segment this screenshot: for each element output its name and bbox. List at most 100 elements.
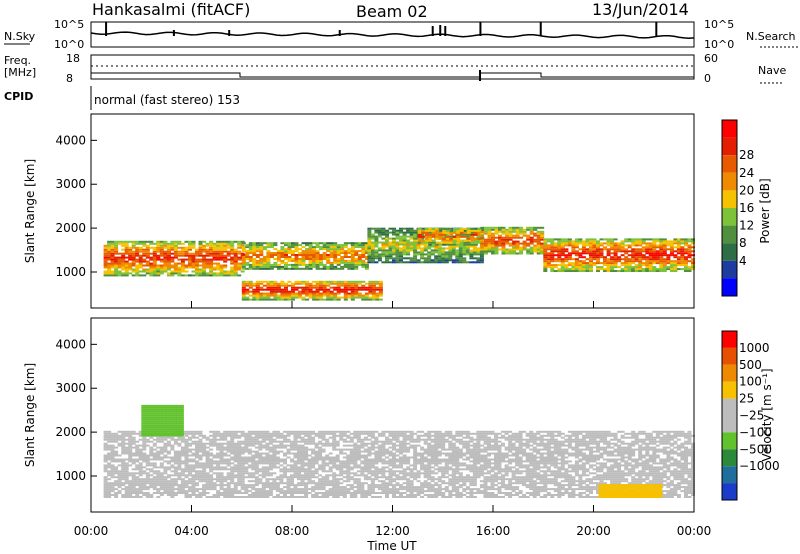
velocity-cell [346, 490, 351, 493]
power-cell [354, 280, 359, 283]
velocity-cell [370, 484, 375, 487]
velocity-cell [399, 442, 403, 445]
velocity-cell [395, 488, 400, 491]
velocity-cell [377, 448, 382, 451]
power-cell [284, 242, 288, 245]
velocity-cell [131, 488, 136, 491]
power-cell [173, 254, 178, 257]
power-cell [333, 286, 338, 289]
power-cell [124, 256, 129, 259]
velocity-cell [381, 492, 386, 494]
power-cell [230, 250, 235, 253]
velocity-cell [138, 466, 143, 469]
power-cell [294, 242, 299, 245]
power-cell [659, 242, 664, 245]
velocity-cell [219, 454, 224, 457]
y-tick-label: 3000 [55, 177, 86, 191]
velocity-cell [304, 430, 309, 433]
velocity-cell [121, 466, 126, 469]
power-cell [409, 259, 414, 262]
velocity-cell [342, 494, 347, 496]
power-cell [536, 230, 541, 233]
power-cell [233, 248, 238, 251]
power-cell [456, 227, 461, 230]
power-cell [202, 250, 207, 253]
power-cell [361, 298, 366, 301]
velocity-cell [184, 458, 189, 461]
velocity-cell [180, 468, 185, 471]
power-cell [399, 229, 403, 232]
velocity-cell [124, 486, 129, 489]
power-cell [494, 232, 499, 235]
velocity-cell [226, 494, 231, 496]
power-cell [505, 252, 510, 255]
power-cell [557, 258, 562, 261]
power-cell [399, 239, 403, 242]
velocity-cell [230, 478, 235, 481]
velocity-cell [135, 460, 140, 463]
velocity-cell [325, 442, 330, 445]
velocity-cell [103, 496, 108, 498]
power-cell [354, 282, 359, 285]
power-cell [627, 268, 632, 271]
velocity-cell [212, 432, 217, 435]
power-cell [691, 260, 695, 263]
power-cell [269, 282, 274, 285]
velocity-cell [325, 430, 330, 433]
power-cell [484, 250, 488, 253]
velocity-cell [356, 434, 361, 437]
power-cell [361, 254, 366, 256]
power-cell [652, 262, 657, 265]
velocity-cell [117, 474, 122, 477]
power-cell [388, 243, 393, 246]
velocity-cell [332, 458, 337, 461]
power-cell [166, 260, 171, 263]
power-cell [680, 264, 685, 267]
velocity-cell [188, 448, 192, 451]
power-cell [638, 238, 643, 241]
velocity-cell [184, 462, 189, 465]
power-cell [315, 298, 320, 301]
power-cell [294, 258, 299, 260]
velocity-cell [184, 446, 189, 449]
velocity-cell [367, 450, 372, 453]
power-cell [124, 270, 129, 273]
power-cell [638, 240, 643, 243]
power-cell [114, 262, 119, 265]
power-cell [298, 292, 302, 295]
velocity-cell [290, 474, 294, 477]
velocity-cell [332, 484, 337, 487]
velocity-cell [286, 488, 291, 491]
velocity-cell [173, 472, 178, 475]
velocity-cell [311, 490, 316, 493]
velocity-cell [237, 480, 242, 483]
velocity-cell [374, 456, 379, 459]
power-cell [308, 248, 313, 251]
velocity-cell [332, 472, 337, 475]
power-cell [420, 237, 425, 240]
power-cell [494, 236, 499, 239]
power-cell [536, 250, 541, 253]
power-cell [567, 240, 572, 243]
velocity-cell [156, 470, 161, 473]
power-cell [166, 254, 171, 257]
power-cell [276, 298, 281, 301]
nsky-label: N.Sky [4, 30, 36, 43]
power-cell [284, 250, 288, 253]
power-cell [427, 231, 432, 234]
power-cell [209, 240, 214, 243]
velocity-cell [346, 470, 351, 473]
velocity-cell [103, 432, 108, 435]
velocity-cell [325, 444, 330, 447]
velocity-cell [216, 434, 221, 437]
velocity-cell [142, 482, 147, 485]
velocity-cell [307, 468, 312, 471]
power-cell [354, 244, 359, 247]
power-cell [610, 252, 615, 255]
velocity-cell [226, 468, 231, 471]
power-cell [472, 245, 477, 248]
power-cell [315, 280, 320, 283]
velocity-cell [156, 440, 161, 443]
power-cell [216, 246, 221, 249]
power-cell [273, 282, 278, 285]
